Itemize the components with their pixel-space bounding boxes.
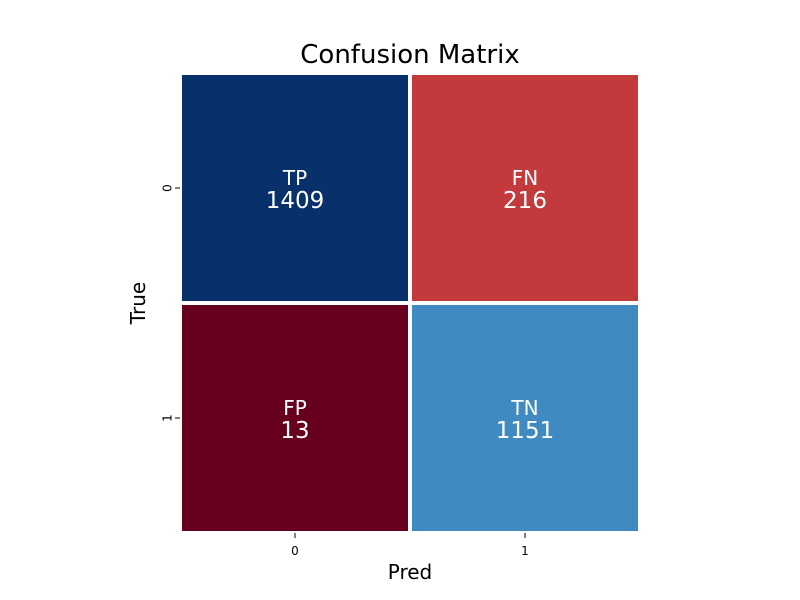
cell-value-tn: 1151 bbox=[496, 418, 555, 444]
chart-title: Confusion Matrix bbox=[300, 40, 519, 70]
x-axis-label: Pred bbox=[388, 560, 433, 584]
y-tick-label: 0 bbox=[161, 184, 175, 192]
ticks-layer: 0 1 0 1 bbox=[161, 184, 529, 558]
y-axis-label: True bbox=[126, 282, 150, 325]
heatmap-cell-fp bbox=[178, 301, 412, 535]
heatmap-cell-fn bbox=[408, 71, 642, 305]
y-tick-label: 1 bbox=[161, 414, 175, 422]
cell-value-fp: 13 bbox=[280, 418, 309, 444]
x-tick-label: 1 bbox=[521, 544, 529, 558]
cell-value-fn: 216 bbox=[503, 188, 547, 214]
cell-label-fp: FP bbox=[283, 396, 307, 420]
heatmap-cell-tp bbox=[178, 71, 412, 305]
x-tick-label: 0 bbox=[291, 544, 299, 558]
heatmap-cell-tn bbox=[408, 301, 642, 535]
cell-value-tp: 1409 bbox=[266, 188, 325, 214]
cell-label-fn: FN bbox=[512, 166, 538, 190]
cell-label-tp: TP bbox=[282, 166, 307, 190]
cell-label-tn: TN bbox=[510, 396, 538, 420]
